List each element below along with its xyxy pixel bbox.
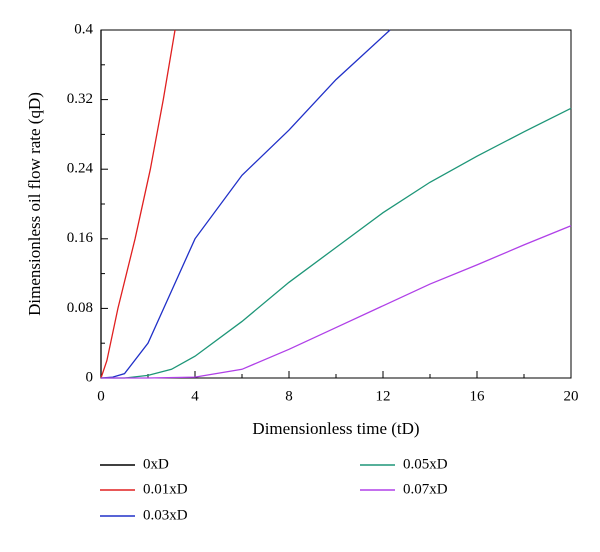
legend-label: 0.07xD	[403, 481, 448, 497]
y-tick-label: 0.24	[67, 161, 94, 177]
x-axis-label: Dimensionless time (tD)	[252, 419, 419, 438]
series-line	[101, 107, 572, 379]
y-tick-label: 0.08	[67, 300, 93, 316]
series-line	[101, 225, 572, 379]
y-tick-label: 0.4	[74, 21, 93, 37]
legend-label: 0.05xD	[403, 456, 448, 472]
legend-label: 0xD	[143, 456, 169, 472]
legend-label: 0.01xD	[143, 481, 188, 497]
x-tick-label: 12	[376, 388, 391, 404]
x-tick-label: 4	[191, 388, 199, 404]
series-line	[100, 29, 176, 379]
legend-label: 0.03xD	[143, 507, 188, 523]
y-tick-label: 0.16	[67, 230, 94, 246]
y-axis-label: Dimensionless oil flow rate (qD)	[25, 92, 44, 316]
y-tick-label: 0	[86, 369, 94, 385]
plot-frame	[100, 29, 572, 379]
x-tick-label: 8	[285, 388, 293, 404]
series-line	[100, 29, 391, 379]
x-tick-label: 20	[564, 388, 579, 404]
x-tick-label: 16	[470, 388, 486, 404]
x-tick-label: 0	[97, 388, 105, 404]
y-tick-label: 0.32	[67, 91, 93, 107]
